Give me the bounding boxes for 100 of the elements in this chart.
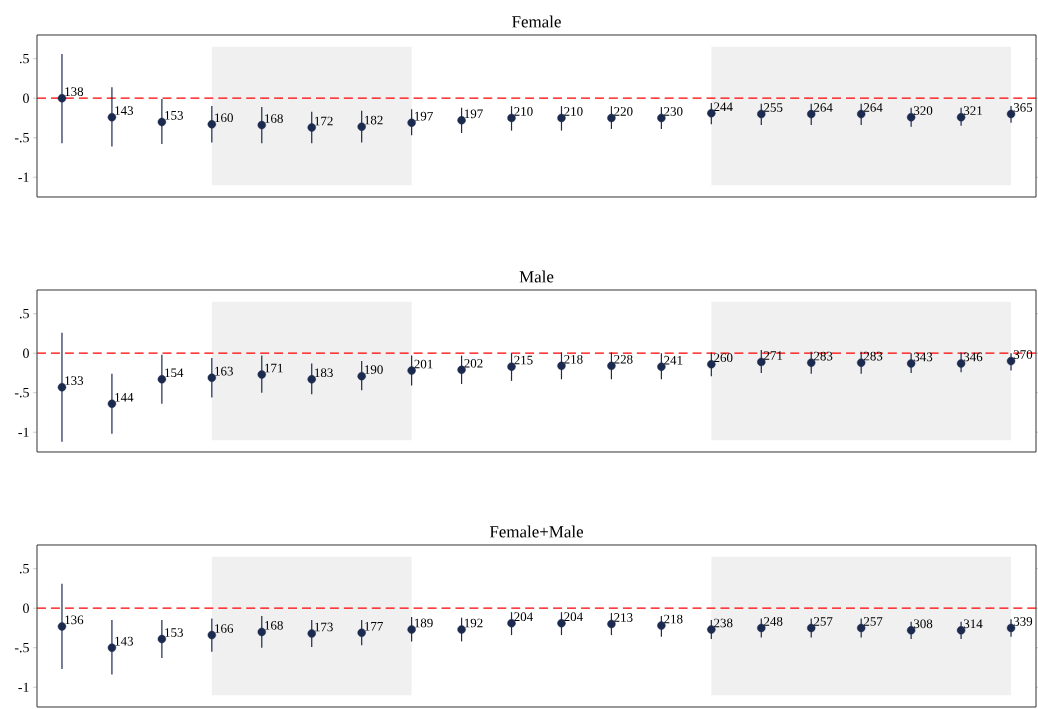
annotation: 166 xyxy=(215,624,234,633)
point xyxy=(607,113,616,123)
point xyxy=(807,623,816,633)
point xyxy=(207,630,217,640)
annotation: 136 xyxy=(65,615,84,625)
point xyxy=(657,113,666,123)
annotation: 238 xyxy=(714,618,733,628)
point xyxy=(906,112,916,122)
point xyxy=(307,375,316,384)
point xyxy=(607,619,616,629)
point xyxy=(657,362,666,371)
y-tick-label: -1 xyxy=(18,172,29,182)
annotation: 343 xyxy=(913,352,933,362)
annotation: 202 xyxy=(464,358,483,368)
annotation: 314 xyxy=(963,619,983,629)
point xyxy=(307,629,316,638)
point xyxy=(557,361,566,371)
annotation: 210 xyxy=(564,107,583,116)
point xyxy=(1006,109,1016,119)
y-tick-label: -1 xyxy=(18,682,29,692)
point xyxy=(157,634,167,644)
annotation: 346 xyxy=(963,352,983,362)
point xyxy=(507,619,516,628)
point xyxy=(607,361,616,371)
annotation: 260 xyxy=(714,353,733,363)
y-tick-label: -.5 xyxy=(14,133,29,143)
point xyxy=(457,365,466,375)
annotation: 220 xyxy=(614,107,633,116)
annotation: 197 xyxy=(414,111,433,121)
point xyxy=(757,623,766,633)
y-tick-label: .5 xyxy=(19,54,29,64)
annotation: 215 xyxy=(514,355,533,365)
point xyxy=(457,116,466,125)
annotation: 218 xyxy=(564,354,583,364)
annotation: 154 xyxy=(165,368,184,378)
y-tick-label: -.5 xyxy=(14,388,29,398)
point xyxy=(107,643,117,652)
annotation: 144 xyxy=(115,393,134,402)
annotation: 153 xyxy=(165,628,183,637)
annotation: 218 xyxy=(664,614,683,624)
point xyxy=(107,399,117,408)
point xyxy=(407,118,416,127)
chart-title: Female xyxy=(512,15,561,28)
annotation: 171 xyxy=(265,363,283,373)
point xyxy=(557,619,566,628)
point xyxy=(757,109,766,119)
point xyxy=(1006,623,1016,633)
annotation: 168 xyxy=(265,114,283,123)
point xyxy=(807,358,816,367)
annotation: 244 xyxy=(714,102,733,112)
point xyxy=(707,625,716,634)
point xyxy=(807,109,816,119)
annotation: 160 xyxy=(215,113,233,123)
point xyxy=(457,625,466,634)
annotation: 177 xyxy=(365,621,383,631)
annotation: 173 xyxy=(315,622,333,632)
point xyxy=(57,383,67,392)
annotation: 197 xyxy=(464,109,483,119)
annotation: 143 xyxy=(115,636,134,646)
point xyxy=(906,359,916,368)
annotation: 255 xyxy=(764,103,783,112)
annotation: 365 xyxy=(1013,103,1033,112)
annotation: 308 xyxy=(913,619,933,629)
point xyxy=(507,113,516,123)
point xyxy=(407,366,416,375)
point xyxy=(57,622,67,631)
point xyxy=(107,112,117,122)
point xyxy=(357,371,366,381)
annotation: 248 xyxy=(764,617,783,626)
point xyxy=(307,123,316,132)
y-tick-label: 0 xyxy=(23,603,29,613)
annotation: 264 xyxy=(863,103,883,112)
annotation: 321 xyxy=(963,106,982,115)
annotation: 283 xyxy=(863,351,883,361)
annotation: 257 xyxy=(814,617,833,626)
point xyxy=(257,627,266,637)
annotation: 192 xyxy=(464,618,483,628)
annotation: 213 xyxy=(614,613,633,622)
point xyxy=(707,360,716,369)
point xyxy=(956,359,966,368)
annotation: 204 xyxy=(514,612,533,622)
point xyxy=(657,621,666,630)
annotation: 339 xyxy=(1013,617,1033,626)
point xyxy=(856,109,866,119)
annotation: 228 xyxy=(614,354,633,364)
point xyxy=(207,373,217,382)
point xyxy=(906,626,916,635)
annotation: 133 xyxy=(65,376,84,385)
point xyxy=(507,362,516,371)
annotation: 320 xyxy=(913,106,933,115)
chart-title: Female+Male xyxy=(489,525,584,538)
point xyxy=(57,94,67,103)
point xyxy=(207,120,217,129)
annotation: 204 xyxy=(564,612,583,622)
point xyxy=(757,357,766,367)
y-tick-label: 0 xyxy=(23,93,29,103)
point xyxy=(357,122,366,131)
point xyxy=(157,117,167,127)
annotation: 241 xyxy=(664,355,683,365)
point xyxy=(257,370,266,379)
